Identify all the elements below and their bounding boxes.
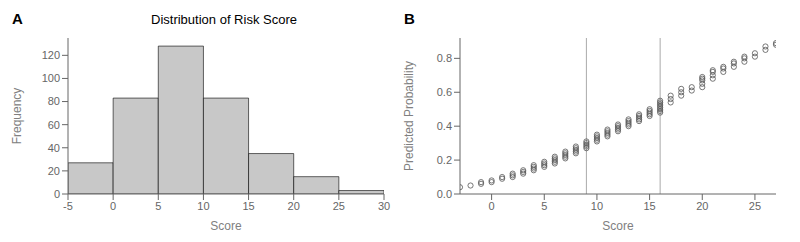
html-text:Distribution of Risk Score: Distribution of Risk Score bbox=[151, 12, 297, 27]
svg-text:25: 25 bbox=[749, 200, 761, 212]
svg-text:0.6: 0.6 bbox=[437, 86, 452, 98]
svg-text:120: 120 bbox=[42, 49, 60, 61]
svg-text:0: 0 bbox=[110, 200, 116, 212]
svg-text:5: 5 bbox=[155, 200, 161, 212]
svg-text:0.8: 0.8 bbox=[437, 52, 452, 64]
svg-text:15: 15 bbox=[643, 200, 655, 212]
svg-text:100: 100 bbox=[42, 72, 60, 84]
svg-text:25: 25 bbox=[333, 200, 345, 212]
svg-text:0.2: 0.2 bbox=[437, 154, 452, 166]
svg-text:0: 0 bbox=[54, 188, 60, 200]
svg-text:10: 10 bbox=[591, 200, 603, 212]
svg-text:-5: -5 bbox=[63, 200, 73, 212]
svg-text:0.0: 0.0 bbox=[437, 188, 452, 200]
svg-text:Score: Score bbox=[210, 219, 242, 233]
svg-text:20: 20 bbox=[288, 200, 300, 212]
svg-text:40: 40 bbox=[48, 142, 60, 154]
svg-text:5: 5 bbox=[541, 200, 547, 212]
html-text:A: A bbox=[12, 10, 23, 27]
svg-text:Score: Score bbox=[602, 219, 634, 233]
svg-text:15: 15 bbox=[242, 200, 254, 212]
html-text:B: B bbox=[404, 10, 415, 27]
svg-text:80: 80 bbox=[48, 95, 60, 107]
svg-text:20: 20 bbox=[696, 200, 708, 212]
svg-text:10: 10 bbox=[197, 200, 209, 212]
svg-text:20: 20 bbox=[48, 165, 60, 177]
svg-text:30: 30 bbox=[378, 200, 390, 212]
svg-text:60: 60 bbox=[48, 119, 60, 131]
svg-text:0.4: 0.4 bbox=[437, 120, 452, 132]
svg-text:0: 0 bbox=[489, 200, 495, 212]
svg-text:Frequency: Frequency bbox=[10, 88, 24, 145]
svg-text:Predicted Probability: Predicted Probability bbox=[402, 61, 416, 171]
